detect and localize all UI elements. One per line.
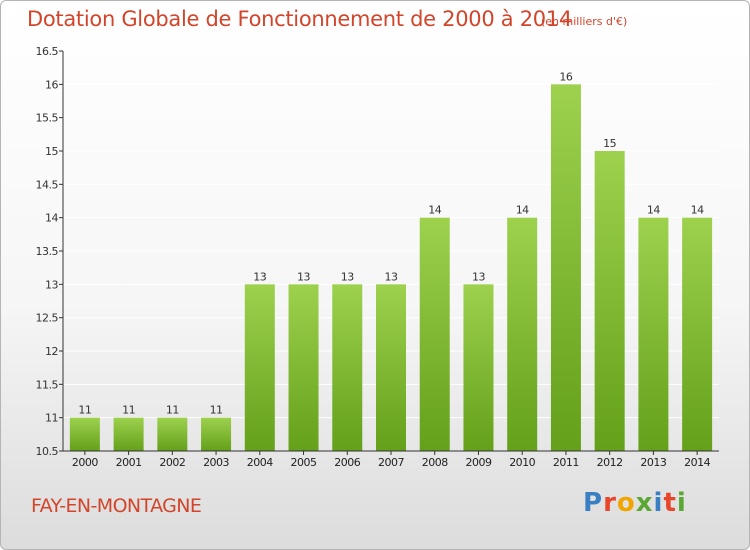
bar — [463, 284, 494, 451]
x-tick-label: 2000 — [72, 456, 98, 469]
x-tick-label: 2004 — [247, 456, 273, 469]
municipality-name: FAY-EN-MONTAGNE — [31, 495, 202, 517]
y-tick-label: 16 — [45, 78, 58, 91]
bar — [594, 151, 625, 451]
x-tick-label: 2003 — [203, 456, 229, 469]
x-tick-label: 2010 — [509, 456, 535, 469]
bar — [201, 417, 232, 451]
x-tick-label: 2013 — [640, 456, 666, 469]
logo-letter: t — [663, 488, 677, 518]
bar — [69, 417, 100, 451]
y-tick-label: 15 — [45, 145, 58, 158]
x-tick-label: 2005 — [291, 456, 317, 469]
chart-subtitle: (en milliers d'€) — [541, 15, 628, 28]
logo-letter: P — [583, 488, 604, 518]
bar — [682, 217, 713, 451]
y-tick-label: 14.5 — [36, 178, 59, 191]
data-label: 14 — [428, 204, 441, 217]
data-label: 13 — [253, 270, 266, 283]
x-tick-label: 2006 — [334, 456, 360, 469]
x-tick-label: 2011 — [553, 456, 579, 469]
bar — [550, 84, 581, 451]
x-tick-label: 2009 — [465, 456, 491, 469]
y-tick-label: 11 — [45, 412, 58, 425]
logo-letter: o — [616, 488, 636, 518]
bar — [376, 284, 406, 451]
data-label: 14 — [691, 204, 704, 217]
data-label: 11 — [78, 404, 91, 417]
y-tick-label: 13.5 — [36, 245, 59, 258]
bar — [638, 217, 669, 451]
data-label: 11 — [210, 404, 223, 417]
logo-letter: i — [653, 488, 664, 518]
x-tick-label: 2001 — [116, 456, 142, 469]
y-tick-label: 16.5 — [36, 45, 59, 58]
proxiti-logo[interactable]: Proxiti — [583, 488, 687, 518]
bar — [244, 284, 275, 451]
bar — [332, 284, 363, 451]
x-tick-label: 2008 — [422, 456, 448, 469]
bar — [288, 284, 319, 451]
logo-letter: x — [635, 488, 654, 518]
bar — [113, 417, 144, 451]
x-tick-label: 2002 — [159, 456, 185, 469]
data-label: 14 — [647, 204, 660, 217]
chart-title: Dotation Globale de Fonctionnement de 20… — [27, 7, 572, 31]
data-label: 15 — [603, 137, 616, 150]
data-label: 13 — [341, 270, 354, 283]
y-tick-label: 14 — [45, 212, 58, 225]
labels: 10.5 11 11.5 12 12.5 13 13.5 14 14.5 15 15.5 16 16.5… — [36, 45, 712, 469]
bar — [507, 217, 538, 451]
x-tick-label: 2007 — [378, 456, 404, 469]
logo-letter: i — [676, 488, 687, 518]
bars — [69, 84, 713, 451]
data-label: 11 — [166, 404, 179, 417]
y-tick-label: 15.5 — [36, 112, 59, 125]
data-label: 13 — [472, 270, 485, 283]
y-tick-label: 11.5 — [36, 378, 59, 391]
bar — [157, 417, 188, 451]
x-tick-label: 2014 — [684, 456, 710, 469]
y-tick-label: 12 — [45, 345, 58, 358]
data-label: 13 — [297, 270, 310, 283]
x-tick-label: 2012 — [597, 456, 623, 469]
y-tick-label: 12.5 — [36, 312, 59, 325]
y-tick-label: 10.5 — [36, 445, 59, 458]
axes — [59, 50, 719, 455]
y-tick-label: 13 — [45, 278, 58, 291]
bar — [419, 217, 450, 451]
data-label: 13 — [385, 270, 398, 283]
data-label: 11 — [122, 404, 135, 417]
logo-letter: r — [603, 488, 617, 518]
data-label: 14 — [516, 204, 529, 217]
data-label: 16 — [559, 70, 572, 83]
